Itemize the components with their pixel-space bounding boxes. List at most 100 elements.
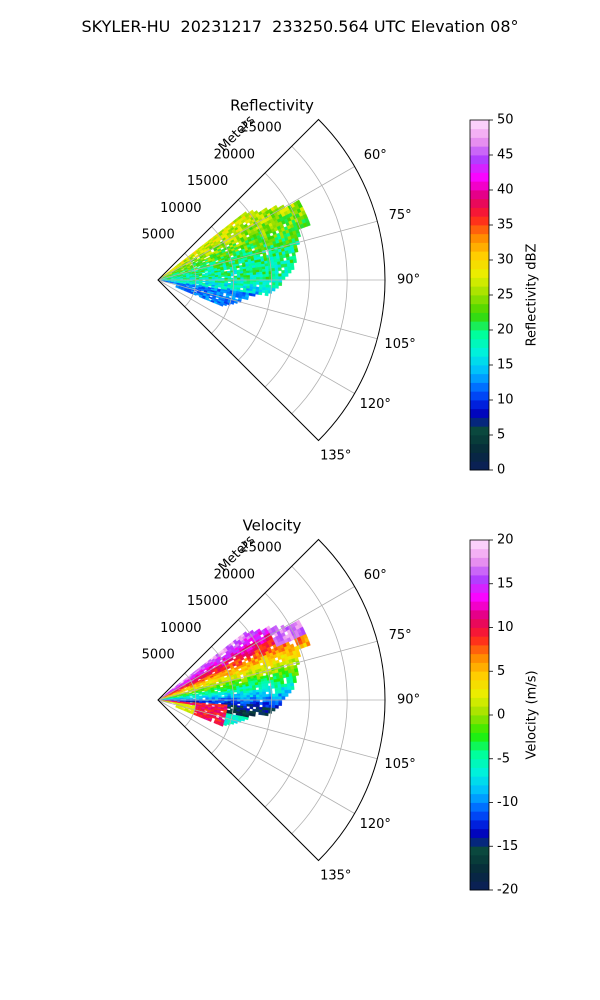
data-cell (176, 700, 181, 702)
data-cell (233, 275, 238, 279)
data-cell (224, 277, 229, 280)
colorbar-segment (470, 583, 489, 593)
colorbar-segment (470, 767, 489, 777)
data-cell (233, 695, 238, 699)
data-cell (246, 275, 251, 278)
data-cell (252, 274, 257, 278)
range-tick-label: 15000 (187, 174, 228, 189)
data-cell (249, 697, 254, 700)
data-cell (219, 303, 224, 307)
data-cell (305, 641, 311, 647)
colorbar-segment (470, 312, 489, 322)
colorbar-segment (470, 155, 489, 165)
azimuth-gridline (157, 699, 355, 814)
azimuth-tick-label: 120° (360, 817, 391, 832)
colorbar-segment (470, 557, 489, 567)
data-cell (265, 268, 270, 272)
colorbar-segment (470, 855, 489, 865)
azimuth-gridline (157, 220, 378, 281)
colorbar-segment (470, 750, 489, 760)
colorbar-tick-label: 20 (497, 533, 514, 548)
colorbar-tick-label: 40 (497, 183, 514, 198)
colorbar-segment (470, 330, 489, 340)
data-cell (255, 709, 260, 713)
colorbar-tick-label: 25 (497, 288, 514, 303)
data-cell (258, 269, 263, 273)
data-cell (265, 274, 270, 278)
data-cell (292, 678, 297, 684)
data-cell (258, 689, 263, 693)
data-cell (167, 701, 171, 703)
azimuth-gridline (157, 279, 378, 340)
colorbar-tick-label: 0 (497, 463, 505, 478)
colorbar-segment (470, 461, 489, 471)
colorbar-segment (470, 627, 489, 637)
colorbar-segment (470, 548, 489, 558)
data-cell (271, 287, 276, 292)
data-cell (241, 718, 246, 722)
data-cell (256, 281, 260, 285)
data-cell (284, 266, 289, 271)
sector-outline (157, 538, 386, 862)
data-cell (224, 697, 229, 700)
data-cell (294, 671, 300, 677)
data-cell (256, 694, 260, 698)
colorbar-segment (470, 181, 489, 191)
colorbar-label: Velocity (m/s) (525, 670, 540, 759)
colorbar-segment (470, 303, 489, 313)
data-cell (265, 276, 270, 280)
data-cell (249, 274, 254, 278)
data-cell (253, 277, 257, 280)
data-cell (252, 704, 257, 708)
data-cell (249, 281, 254, 285)
data-cell (243, 701, 248, 705)
data-cell (278, 690, 282, 694)
colorbar-segment (470, 321, 489, 331)
colorbar-segment (470, 653, 489, 663)
colorbar-segment (470, 225, 489, 235)
colorbar-tick-label: 50 (497, 113, 514, 128)
colorbar-segment (470, 128, 489, 138)
data-cell (202, 696, 206, 698)
data-cell (259, 274, 263, 278)
data-cell (189, 703, 193, 706)
data-cell (271, 270, 276, 275)
colorbar-segment (470, 837, 489, 847)
data-cell (265, 282, 270, 286)
data-cell (239, 285, 244, 289)
data-cell (259, 696, 264, 700)
azimuth-gridline (157, 279, 355, 394)
data-cell (240, 277, 244, 280)
data-cell (290, 682, 295, 687)
data-cell (278, 696, 283, 700)
data-cell (287, 689, 292, 694)
colorbar-segment (470, 820, 489, 830)
azimuth-tick-label: 120° (360, 397, 391, 412)
data-cell (271, 267, 276, 272)
data-cell (262, 282, 267, 286)
data-cell (233, 277, 238, 280)
data-cell (256, 697, 260, 700)
data-cell (246, 277, 251, 280)
data-cell (292, 258, 297, 264)
data-cell (255, 269, 260, 273)
colorbar-segment (470, 268, 489, 278)
colorbar-segment (470, 785, 489, 795)
colorbar-segment (470, 198, 489, 208)
data-cell (274, 705, 279, 709)
data-cell (271, 702, 276, 706)
data-cell (262, 271, 267, 275)
data-cell (264, 292, 269, 297)
panel-title: Reflectivity (230, 97, 314, 115)
colorbar-segment (470, 435, 489, 445)
colorbar-tick-label: 10 (497, 393, 514, 408)
data-cell (246, 697, 251, 700)
colorbar-segment (470, 741, 489, 751)
data-cell (290, 266, 295, 271)
data-cell (268, 702, 273, 706)
data-cell (227, 277, 232, 280)
data-cell (253, 697, 257, 700)
data-cell (207, 718, 212, 722)
colorbar-segment (470, 688, 489, 698)
data-cell (219, 723, 224, 727)
